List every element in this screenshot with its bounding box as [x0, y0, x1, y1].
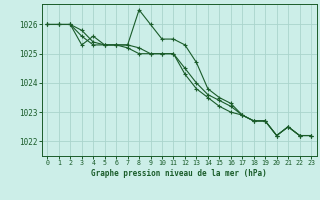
- X-axis label: Graphe pression niveau de la mer (hPa): Graphe pression niveau de la mer (hPa): [91, 169, 267, 178]
